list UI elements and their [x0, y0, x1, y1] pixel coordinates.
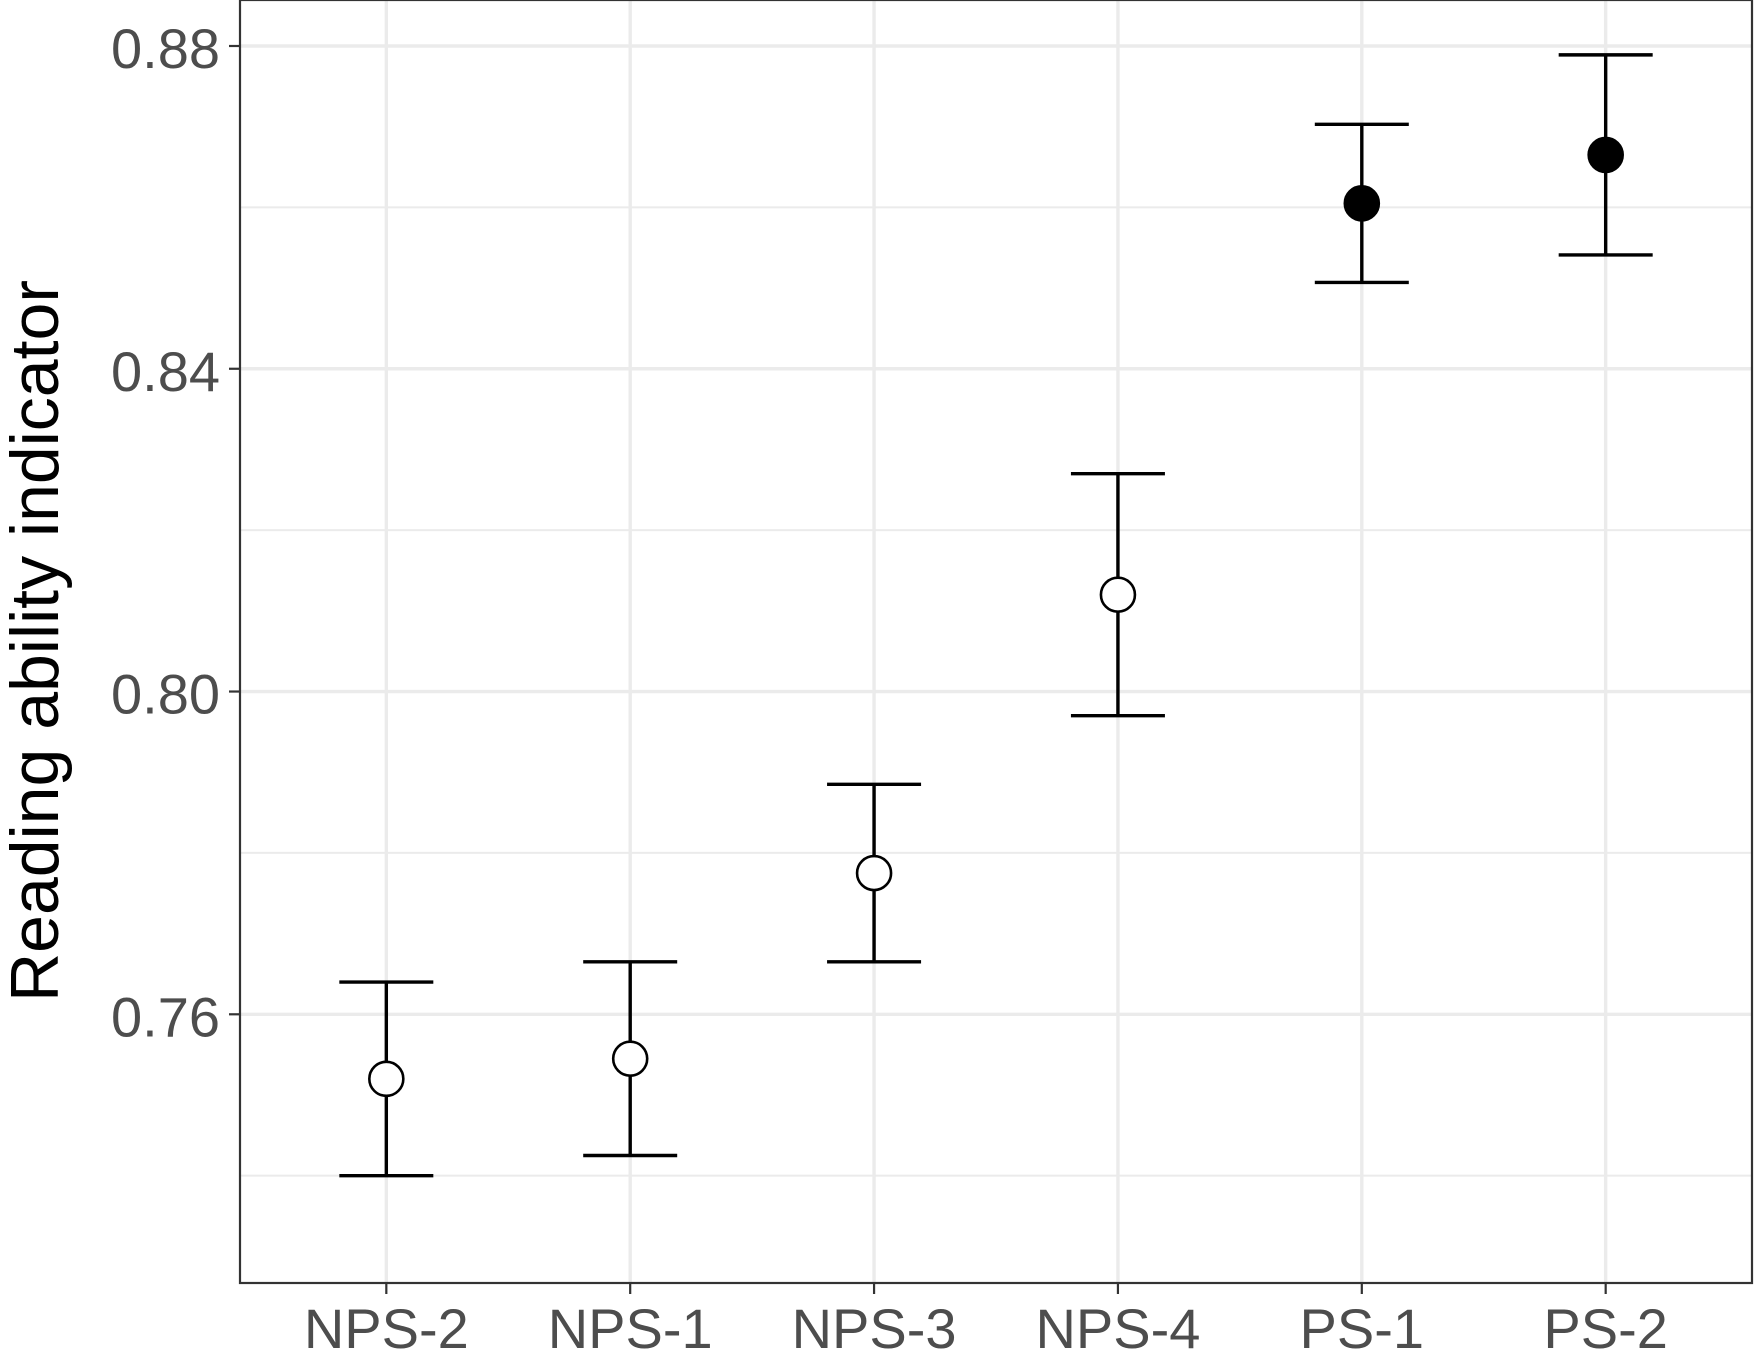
- y-tick-label: 0.76: [111, 985, 220, 1048]
- data-point-nps-1: [611, 1040, 649, 1077]
- x-tick-label: NPS-4: [1035, 1297, 1200, 1354]
- data-point-nps-4: [1099, 576, 1137, 613]
- x-tick-label: NPS-3: [792, 1297, 957, 1354]
- plot-panel-border: [238, 0, 1754, 1285]
- y-tick-label: 0.80: [111, 663, 220, 726]
- marks-layer: [339, 53, 1653, 1178]
- y-tick-label: 0.84: [111, 340, 220, 403]
- x-tick-label: NPS-1: [548, 1297, 713, 1354]
- ticks-layer: 0.76 0.80 0.84 0.88 NPS-2 NPS-1 NPS-3 NPS-4 PS-1…: [111, 17, 1668, 1354]
- y-axis-title: Reading ability indicator: [0, 280, 73, 1002]
- grid-layer: [240, 0, 1752, 1283]
- y-tick-label: 0.88: [111, 17, 220, 80]
- data-point-nps-2: [368, 1060, 405, 1098]
- data-point-ps-1: [1343, 185, 1381, 222]
- data-point-nps-3: [855, 854, 893, 892]
- x-tick-label: NPS-2: [304, 1297, 469, 1354]
- x-tick-label: PS-2: [1543, 1297, 1668, 1354]
- x-tick-label: PS-1: [1300, 1297, 1425, 1354]
- data-point-ps-2: [1587, 136, 1624, 174]
